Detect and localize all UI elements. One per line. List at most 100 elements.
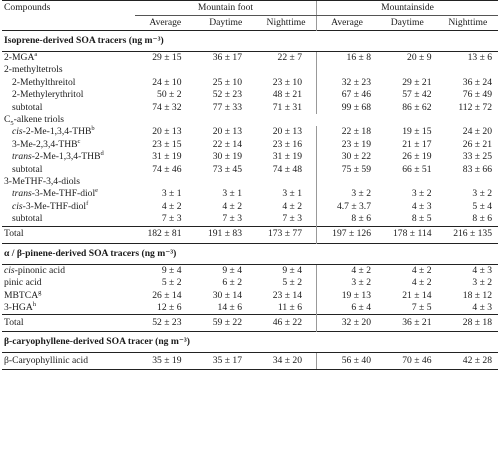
- header-average: Average: [149, 17, 182, 28]
- table-row: subtotal 74 ± 46 73 ± 45 74 ± 48 75 ± 59 66 ±…: [2, 163, 498, 177]
- row-label: -2-Me-1,3,4-THB: [22, 126, 92, 138]
- table-cell: 23 ± 16: [272, 138, 302, 150]
- table-cell: 26 ± 19: [402, 151, 432, 163]
- header-nighttime: Nighttime: [448, 17, 488, 28]
- table-cell: 23 ± 14: [272, 289, 302, 301]
- table-cell: 191 ± 83: [195, 225, 256, 244]
- table-cell: 32 ± 20: [316, 314, 377, 332]
- table-cell: 26 ± 21: [462, 138, 493, 150]
- table-cell: 29 ± 21: [402, 76, 432, 88]
- table-cell: 86 ± 62: [402, 101, 432, 113]
- table-cell: 83 ± 66: [462, 163, 493, 175]
- row-label-subscript: 5: [10, 119, 14, 127]
- table-cell: 75 ± 59: [316, 163, 377, 177]
- table-cell: 12 ± 6: [157, 301, 182, 313]
- row-label-cell: subtotal: [2, 102, 135, 114]
- table-cell: 13 ± 6: [437, 51, 499, 65]
- table-cell: 25 ± 10: [212, 76, 242, 88]
- row-label-cell: 3-MeTHF-3,4-diols: [2, 176, 135, 188]
- table-row-total: Total 52 ± 23 59 ± 22 46 ± 22 32 ± 20 36 ± 21…: [2, 314, 499, 332]
- table-row: 3-HGAh 12 ± 6 14 ± 6 11 ± 6 6 ± 4 7 ± 5 4 ± 3: [2, 301, 498, 315]
- table-cell: 4 ± 3: [437, 263, 499, 278]
- table-cell: 42 ± 28: [437, 352, 499, 371]
- footnote-marker: b: [91, 125, 95, 133]
- table-cell: 26 ± 14: [152, 289, 182, 301]
- header-row-columns: Average Daytime Nighttime Average Daytim…: [2, 15, 498, 31]
- table-row: pinic acid 5 ± 2 6 ± 2 5 ± 2 3 ± 2 4 ± 2 3 ± 2: [2, 277, 498, 290]
- table-cell: 24 ± 10: [152, 76, 182, 88]
- table-cell: 23 ± 15: [152, 138, 182, 150]
- row-label: -3-Me-THF-diol: [31, 188, 96, 200]
- row-label: 2-Methylthreitol: [12, 76, 76, 88]
- table-cell: 3 ± 2: [472, 277, 493, 289]
- table-row-c5-alkene-triols: C5-alkene triols: [2, 114, 498, 127]
- row-label: -alkene triols: [13, 114, 65, 126]
- table-row: 3-MeTHF-3,4-diols: [2, 176, 498, 189]
- table-cell: 74 ± 32: [152, 101, 182, 113]
- table-cell: 74 ± 46: [152, 163, 182, 175]
- table-cell: 4 ± 2: [377, 263, 438, 278]
- row-label: -2-Me-1,3,4-THB: [31, 151, 101, 163]
- table-cell: 46 ± 22: [256, 314, 317, 332]
- row-label-cell: 2-Methylthreitol: [2, 77, 135, 89]
- table-row: 2-methyltetrols: [2, 64, 498, 77]
- table-cell: 19 ± 15: [402, 126, 432, 138]
- table-cell: 8 ± 5: [411, 213, 432, 225]
- row-label: Total: [4, 317, 24, 329]
- table-cell: 5 ± 2: [161, 277, 182, 289]
- header-nighttime: Nighttime: [266, 17, 306, 28]
- table-cell: 6 ± 4: [316, 301, 377, 315]
- row-label-cell: 3-Me-2,3,4-THBc: [2, 138, 135, 151]
- table-cell: 21 ± 14: [402, 289, 432, 301]
- table-cell: 4 ± 3: [411, 200, 432, 212]
- table-cell: 30 ± 19: [212, 151, 242, 163]
- table-cell: 73 ± 45: [212, 163, 242, 175]
- table-cell: 7 ± 3: [161, 213, 182, 225]
- soa-tracer-table: Compounds Mountain foot Mountainside Ave…: [2, 0, 499, 371]
- table-cell: 74 ± 48: [272, 163, 302, 175]
- table-cell: 14 ± 6: [217, 301, 242, 313]
- row-label: -3-Me-THF-diol: [22, 200, 87, 212]
- row-label-prefix: cis: [12, 126, 23, 138]
- table-cell: 35 ± 19: [135, 352, 196, 371]
- row-label: 3-MeTHF-3,4-diols: [4, 176, 80, 188]
- section-pinene: α / β-pinene-derived SOA tracers (ng m⁻³…: [2, 242, 499, 265]
- footnote-marker: f: [86, 199, 89, 207]
- table-cell: 7 ± 3: [282, 213, 302, 225]
- row-label: subtotal: [12, 213, 43, 225]
- table-cell: 76 ± 49: [462, 89, 493, 101]
- table-cell: 36 ± 24: [462, 76, 493, 88]
- header-mountain-foot: Mountain foot: [135, 0, 317, 16]
- row-label: MBTCA: [4, 289, 39, 301]
- row-label-cell: cis-3-Me-THF-diolf: [2, 199, 135, 213]
- table-row: subtotal 74 ± 32 77 ± 33 71 ± 31 99 ± 68 86 ±…: [2, 101, 498, 115]
- table-row-total: Total 182 ± 81 191 ± 83 173 ± 77 197 ± 126 17…: [2, 225, 499, 244]
- row-label: 3-Me-2,3,4-THB: [12, 138, 78, 150]
- table-cell: 5 ± 4: [472, 200, 493, 212]
- row-label-cell: Total: [2, 225, 135, 244]
- table-cell: 30 ± 22: [316, 151, 377, 164]
- table-cell: 30 ± 14: [212, 289, 242, 301]
- row-label-cell: subtotal: [2, 213, 135, 226]
- table-cell: 178 ± 114: [377, 225, 438, 244]
- row-label-cell: 2-Methylerythritol: [2, 89, 135, 101]
- table-cell: 20 ± 13: [212, 126, 242, 138]
- section-title: α / β-pinene-derived SOA tracers (ng m⁻³…: [2, 242, 499, 265]
- table-cell: 48 ± 21: [272, 89, 302, 101]
- row-label-prefix: cis: [4, 264, 15, 276]
- table-cell: 4.7 ± 3.7: [316, 200, 377, 214]
- row-label-cell: cis-2-Me-1,3,4-THBb: [2, 126, 135, 138]
- table-cell: 5 ± 2: [282, 277, 302, 289]
- table-row: subtotal 7 ± 3 7 ± 3 7 ± 3 8 ± 6 8 ± 5 8 ± 6: [2, 213, 498, 227]
- table-cell: 57 ± 42: [402, 89, 432, 101]
- row-label-cell: β-Caryophyllinic acid: [2, 352, 135, 371]
- table-row: 3-Me-2,3,4-THBc 23 ± 15 22 ± 14 23 ± 16 23 ±…: [2, 138, 498, 152]
- table-cell: 9 ± 4: [256, 263, 317, 278]
- table-cell: 4 ± 2: [222, 200, 242, 212]
- table-cell: 4 ± 2: [316, 263, 377, 278]
- table-cell: 56 ± 40: [316, 352, 377, 371]
- footnote-marker: d: [100, 150, 104, 158]
- table-cell: 20 ± 13: [272, 126, 302, 138]
- table-cell: 20 ± 9: [377, 51, 438, 65]
